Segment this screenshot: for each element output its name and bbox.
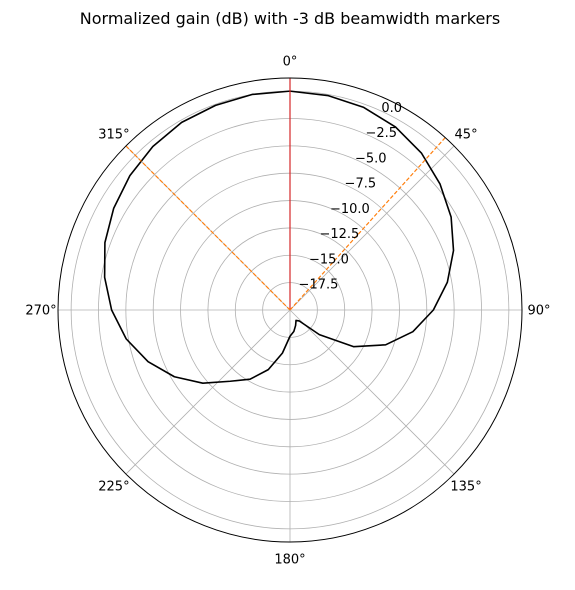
angular-gridline-5 (125, 309, 291, 475)
angular-gridline-1 (289, 145, 455, 311)
radial-tick-label-5: −5.0 (355, 151, 387, 166)
series--3-db-marker-2 (289, 137, 446, 311)
chart-title: Normalized gain (dB) with -3 dB beamwidt… (80, 9, 500, 28)
angular-gridline-3 (289, 309, 455, 475)
angle-tick-label-1: 45° (455, 127, 478, 142)
radial-tick-label-2: −12.5 (319, 227, 359, 242)
angle-tick-label-5: 225° (98, 480, 129, 495)
radial-tick-label-6: −2.5 (366, 126, 398, 141)
radial-tick-label-7: 0.0 (381, 101, 402, 116)
angle-tick-label-4: 180° (274, 553, 305, 568)
radial-tick-label-0: −17.5 (299, 278, 339, 293)
radial-tick-label-1: −15.0 (309, 252, 349, 267)
angle-tick-label-3: 135° (450, 480, 481, 495)
angle-tick-label-7: 315° (98, 127, 129, 142)
radial-tick-label-3: −10.0 (330, 202, 370, 217)
series-layer (103, 78, 455, 384)
tick-labels: 0° 45° 90° 135° 180° 225° 270° 315° −17.5 −15.0 −1… (25, 55, 550, 568)
angle-tick-label-6: 270° (25, 304, 56, 319)
series-gain-pattern-0 (103, 90, 455, 384)
angle-tick-label-2: 90° (527, 304, 550, 319)
series--3-db-marker-3 (125, 145, 291, 311)
radial-tick-label-4: −7.5 (345, 177, 377, 192)
polar-frame (57, 77, 523, 543)
angle-tick-label-0: 0° (283, 55, 298, 70)
